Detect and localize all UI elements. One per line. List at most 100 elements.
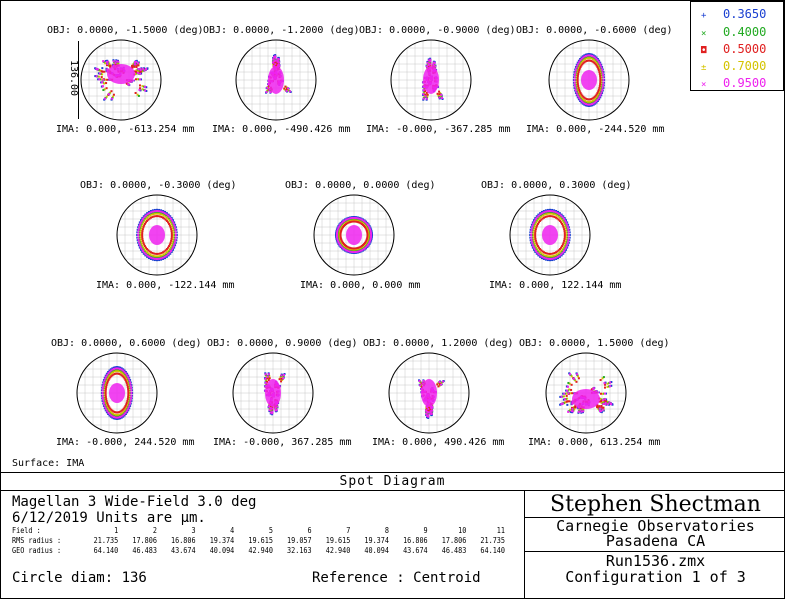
spot-point <box>338 229 341 232</box>
spot-point <box>588 56 590 59</box>
spot-point <box>578 90 581 93</box>
spot-point <box>359 245 362 248</box>
spot-point <box>340 229 343 232</box>
spot-point <box>534 239 537 242</box>
spot-point <box>571 406 574 409</box>
legend-symbol: ◘ <box>701 46 707 56</box>
spot-point <box>541 250 544 253</box>
spot-point <box>106 382 109 385</box>
spot-point <box>553 216 556 219</box>
spot-point <box>125 406 128 409</box>
spot-point <box>547 215 550 218</box>
spot-point <box>341 246 344 249</box>
spot-point <box>544 209 547 212</box>
spot-point <box>562 250 565 253</box>
spot-point <box>107 378 110 381</box>
spot-point <box>128 396 131 399</box>
spot-point <box>107 371 110 374</box>
spot-point <box>133 65 136 68</box>
spot-point <box>422 93 425 96</box>
spot-point <box>367 230 370 233</box>
spot-point <box>339 232 342 235</box>
spot-point <box>353 247 355 250</box>
spot-point <box>264 382 267 385</box>
spot-point <box>165 219 168 222</box>
spot-point <box>591 97 594 100</box>
spot-point <box>146 255 149 258</box>
spot-point <box>106 380 109 383</box>
spot-point <box>133 63 136 66</box>
spot-point <box>157 257 160 260</box>
credits-divider <box>525 517 785 518</box>
legend-wavelength: 0.7000 <box>723 59 767 73</box>
spot-point <box>438 93 441 96</box>
spot-point <box>580 57 583 60</box>
spot-point <box>116 366 118 369</box>
spot-point <box>349 250 352 253</box>
spot-point <box>269 405 272 408</box>
spot-point <box>172 229 175 232</box>
spot-point <box>547 212 550 215</box>
spot-point <box>144 246 147 249</box>
spot-point <box>584 97 587 100</box>
spot-point <box>562 392 565 395</box>
spot-point <box>146 248 149 251</box>
spot-point <box>559 403 562 406</box>
spot-point <box>167 249 170 252</box>
spot-point <box>136 78 139 81</box>
spot-point <box>171 225 174 228</box>
spot-point <box>171 242 174 245</box>
spot-point <box>130 386 133 389</box>
spot-point <box>137 64 140 67</box>
spot-point <box>139 240 142 243</box>
spot-point <box>151 258 154 261</box>
spot-point <box>130 66 133 69</box>
spot-point <box>339 223 342 226</box>
spot-point <box>139 87 142 90</box>
spot-point <box>348 221 351 224</box>
spot-point <box>556 212 559 215</box>
spot-point <box>280 380 283 383</box>
spot-point <box>341 221 344 224</box>
spot-point <box>598 91 601 94</box>
spot-point <box>271 413 274 416</box>
spot-point <box>544 251 547 254</box>
spot-point <box>139 67 142 70</box>
spot-point <box>115 60 118 63</box>
spot-point <box>560 253 563 256</box>
spot-point <box>105 408 108 411</box>
airy-circle <box>313 194 395 276</box>
spot-point <box>152 252 155 255</box>
spot-point <box>145 86 148 89</box>
spot-point <box>138 224 141 227</box>
spot-point <box>278 378 281 381</box>
spot-point <box>591 104 594 107</box>
spot-point <box>158 259 161 262</box>
spot-point <box>141 239 144 242</box>
spot-point <box>111 374 114 377</box>
spot-point <box>545 254 548 257</box>
spot-point <box>157 255 160 258</box>
spot-point <box>599 81 602 84</box>
spot-point <box>563 230 566 233</box>
spot-point <box>550 257 553 260</box>
spot-point <box>111 416 114 419</box>
spot-point <box>356 250 359 253</box>
spot-point <box>351 218 354 221</box>
spot-point <box>574 89 577 92</box>
spot-point <box>579 98 582 101</box>
spot-point <box>358 221 361 224</box>
spot-point <box>597 90 600 93</box>
spot-point <box>343 223 346 226</box>
spot-point <box>159 213 162 216</box>
spot-point <box>140 242 143 245</box>
spot-point <box>144 249 147 252</box>
spot-point <box>566 224 569 227</box>
spot-point <box>605 400 608 403</box>
spot-point <box>139 222 142 225</box>
spot-point <box>600 398 603 401</box>
airy-circle <box>545 352 627 434</box>
spot-point <box>531 224 534 227</box>
spot-point <box>117 372 120 375</box>
airy-circle <box>509 194 591 276</box>
